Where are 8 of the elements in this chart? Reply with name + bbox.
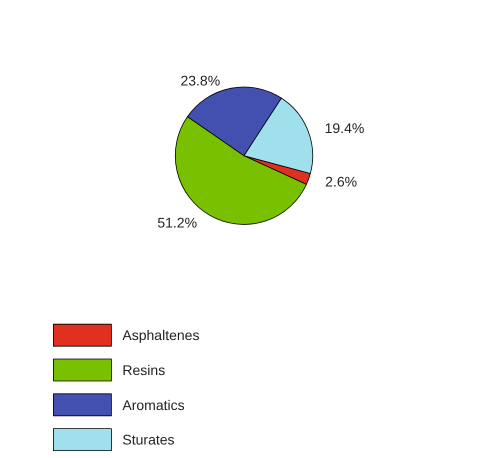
legend-label: Asphaltenes [122,327,200,344]
legend-label: Sturates [122,432,175,448]
data-label: 2.6% [325,174,358,190]
data-label: 23.8% [180,72,220,88]
data-label: 19.4% [324,120,364,136]
data-label: 51.2% [157,214,198,230]
legend-label: Resins [122,362,166,378]
legend-label: Aromatics [122,396,185,413]
